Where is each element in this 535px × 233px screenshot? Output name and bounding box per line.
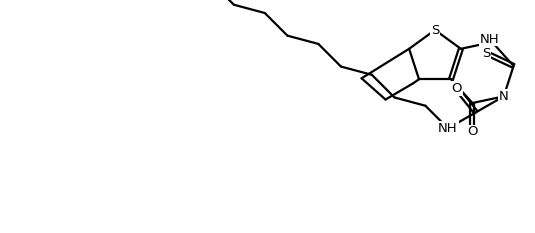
- Text: NH: NH: [479, 33, 499, 46]
- Text: S: S: [482, 47, 491, 60]
- Text: N: N: [499, 90, 509, 103]
- Text: S: S: [431, 24, 439, 37]
- Text: S: S: [431, 24, 439, 37]
- Text: O: O: [467, 125, 478, 138]
- Text: O: O: [452, 82, 462, 95]
- Text: NH: NH: [438, 122, 458, 135]
